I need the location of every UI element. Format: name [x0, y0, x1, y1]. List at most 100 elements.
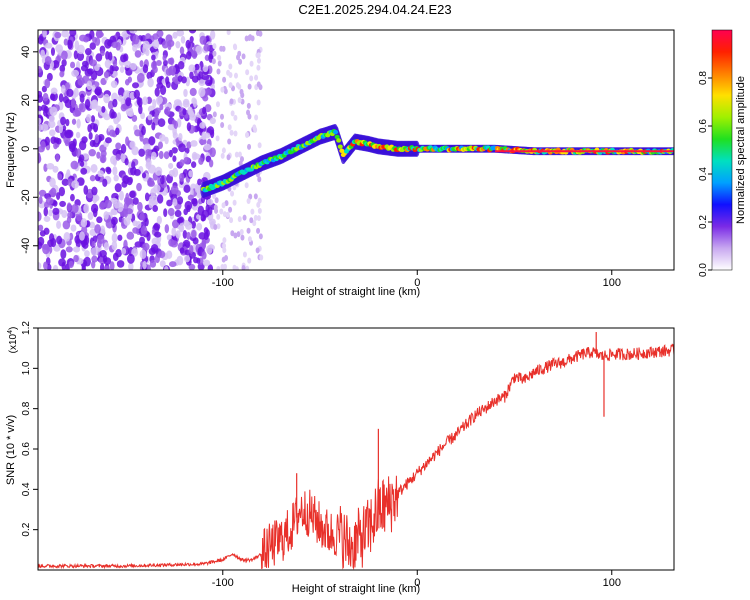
heatmap-cell	[256, 215, 261, 222]
heatmap-cell	[233, 232, 238, 239]
heatmap-cell	[131, 248, 138, 257]
heatmap-cell	[172, 198, 178, 207]
heatmap-cell	[177, 75, 183, 82]
heatmap-cell	[48, 120, 56, 129]
heatmap-cell	[176, 118, 182, 128]
heatmap-cell	[38, 35, 44, 45]
heatmap-cell	[110, 80, 118, 88]
heatmap-cell	[83, 36, 90, 43]
heatmap-cell	[73, 87, 79, 98]
bottom-ytick-label: 0.4	[21, 482, 32, 496]
heatmap-cell	[142, 242, 150, 251]
heatmap-cell	[91, 36, 98, 43]
heatmap-cell	[96, 216, 103, 224]
heatmap-cell	[189, 36, 194, 43]
heatmap-cell	[191, 50, 198, 59]
heatmap-cell	[38, 189, 47, 197]
snr-panel: -100 0 100 0.2 0.4 0.6 0.8 1.0 1.2 Height of str…	[5, 321, 675, 595]
heatmap-cell	[159, 134, 166, 142]
heatmap-cell	[255, 247, 260, 254]
heatmap-cell	[190, 140, 198, 147]
heatmap-cell	[180, 35, 186, 44]
heatmap-cell	[130, 62, 137, 71]
heatmap-cell	[119, 65, 125, 74]
heatmap-cell	[248, 193, 253, 200]
heatmap-cell	[134, 129, 142, 137]
heatmap-cell	[256, 64, 261, 71]
heatmap-cell	[63, 232, 71, 242]
heatmap-cell	[192, 237, 199, 245]
heatmap-cell	[199, 138, 207, 145]
heatmap-cell	[167, 42, 172, 51]
heatmap-cell	[41, 85, 47, 93]
heatmap-cell	[61, 30, 70, 38]
heatmap-cell	[254, 74, 259, 81]
heatmap-cell	[199, 35, 207, 45]
heatmap-cell	[191, 229, 197, 239]
heatmap-cell	[103, 211, 109, 220]
heatmap-cell	[39, 230, 46, 237]
bottom-ytick-label: 1.2	[21, 321, 32, 335]
heatmap-cell	[253, 214, 258, 221]
colorbar-tick-label: 0.6	[698, 119, 709, 133]
heatmap-cell	[152, 33, 159, 41]
heatmap-cell	[171, 147, 178, 154]
top-ytick-label: 0	[20, 146, 32, 152]
heatmap-cell	[48, 209, 53, 217]
heatmap-cell	[254, 114, 259, 121]
heatmap-cell	[90, 260, 96, 269]
heatmap-cell	[70, 160, 79, 170]
heatmap-cell	[213, 204, 218, 211]
heatmap-cell	[62, 95, 70, 104]
heatmap-cell	[216, 265, 221, 270]
heatmap-cell	[66, 169, 71, 178]
heatmap-cell	[201, 74, 210, 81]
heatmap-cell	[196, 257, 201, 264]
heatmap-cell	[156, 82, 164, 89]
colorbar-label: Normalized spectral amplitude	[735, 76, 747, 224]
heatmap-cell	[42, 92, 49, 102]
heatmap-cell	[94, 88, 102, 95]
heatmap-cell	[84, 99, 91, 110]
heatmap-cell	[164, 136, 169, 145]
heatmap-cell	[74, 235, 81, 244]
heatmap-cell	[171, 227, 177, 237]
heatmap-cell	[38, 224, 44, 232]
heatmap-cell	[220, 122, 225, 129]
heatmap-cell	[247, 236, 252, 243]
heatmap-cell	[46, 263, 52, 270]
heatmap-cell	[38, 105, 43, 112]
heatmap-cell	[103, 71, 110, 79]
heatmap-cell	[203, 143, 212, 151]
heatmap-cell	[183, 184, 191, 194]
heatmap-cell	[165, 34, 173, 44]
heatmap-cell	[230, 230, 235, 237]
heatmap-cell	[166, 199, 173, 207]
heatmap-cell	[96, 239, 102, 248]
heatmap-cell	[89, 30, 95, 40]
heatmap-cell	[145, 158, 152, 167]
heatmap-cell	[89, 42, 96, 50]
heatmap-cell	[100, 149, 107, 158]
heatmap-cell	[110, 155, 118, 165]
heatmap-cell	[170, 185, 179, 195]
heatmap-cell	[111, 240, 118, 251]
heatmap-cell	[54, 31, 62, 39]
heatmap-cell	[115, 142, 122, 150]
heatmap-cell	[217, 54, 222, 61]
heatmap-cell	[192, 153, 201, 160]
heatmap-cell	[43, 261, 48, 270]
heatmap-cell	[46, 163, 55, 170]
heatmap-cell	[232, 199, 237, 206]
heatmap-cell	[198, 71, 204, 79]
heatmap-cell	[158, 150, 164, 160]
heatmap-cell	[215, 101, 220, 108]
heatmap-cell	[91, 186, 98, 196]
heatmap-cell	[100, 263, 105, 270]
heatmap-cell	[90, 115, 96, 123]
heatmap-cell	[186, 141, 192, 149]
heatmap-cell	[91, 240, 96, 249]
heatmap-cell	[219, 208, 224, 215]
heatmap-cell	[71, 69, 80, 78]
